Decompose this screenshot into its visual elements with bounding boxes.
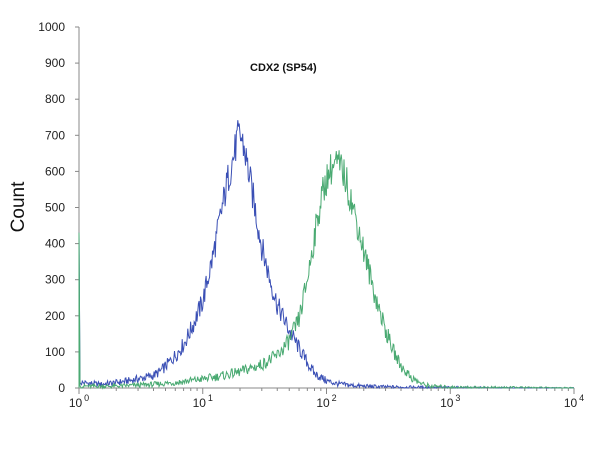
y-tick-label: 100	[45, 345, 65, 359]
y-ticks: 0 100 200 300 400 500 600 700 800 900 1000	[38, 20, 79, 395]
y-axis-title: Count	[8, 181, 29, 232]
x-ticks: 10 0 10 1 10 2 10 3 10 4	[69, 388, 584, 410]
x-tick-label: 10 4	[564, 393, 584, 410]
axes	[78, 27, 574, 389]
y-tick-label: 200	[45, 309, 65, 323]
y-tick-label: 600	[45, 164, 65, 178]
x-tick-label: 10 3	[440, 393, 460, 410]
y-tick-label: 800	[45, 92, 65, 106]
x-tick-label: 10 1	[193, 393, 213, 410]
y-tick-label: 0	[58, 381, 65, 395]
y-tick-label: 700	[45, 128, 65, 142]
y-tick-label: 900	[45, 56, 65, 70]
y-tick-label: 300	[45, 273, 65, 287]
y-tick-label: 400	[45, 237, 65, 251]
series-layer	[78, 120, 575, 390]
series-1-histogram-line	[78, 120, 575, 390]
chart-title: CDX2 (SP54)	[250, 62, 317, 74]
y-tick-label: 500	[45, 201, 65, 215]
y-tick-label: 1000	[38, 20, 65, 34]
x-tick-label: 10 2	[316, 393, 336, 410]
series-2-histogram-line	[78, 150, 574, 390]
x-tick-label: 10 0	[69, 393, 89, 410]
